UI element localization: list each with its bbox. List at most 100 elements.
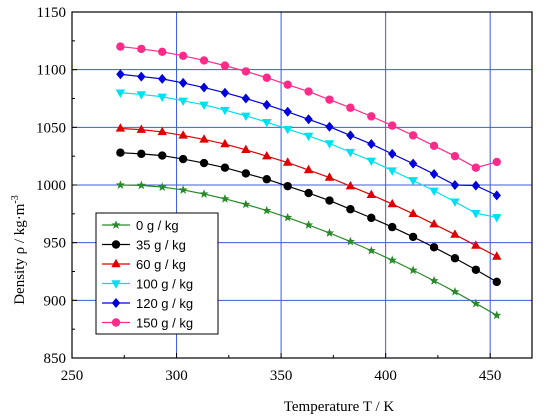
data-point [178, 77, 188, 88]
data-point [388, 148, 397, 159]
legend-entry: 0 g / kg [102, 218, 179, 233]
data-point [199, 134, 209, 143]
data-point [471, 180, 481, 191]
data-point [325, 196, 334, 205]
data-point [429, 141, 439, 150]
legend-label: 120 g / kg [136, 296, 193, 311]
data-point [116, 148, 125, 157]
data-point [366, 157, 377, 166]
data-point [304, 188, 313, 198]
data-point [471, 265, 481, 274]
data-point [158, 151, 167, 160]
data-point [304, 220, 314, 229]
data-point [429, 169, 439, 180]
data-point [324, 172, 335, 181]
data-point [116, 42, 125, 51]
data-point [492, 214, 502, 223]
data-point [450, 254, 460, 263]
legend-entry: 35 g / kg [102, 238, 186, 253]
data-point [367, 139, 376, 150]
data-point [471, 298, 481, 308]
data-point [262, 118, 272, 128]
data-point [408, 131, 418, 140]
data-point [241, 144, 251, 154]
data-point [220, 194, 230, 203]
data-point [157, 182, 167, 191]
data-point [136, 124, 147, 133]
legend-marker [111, 318, 121, 327]
data-point [450, 287, 460, 296]
data-point [282, 157, 293, 166]
data-point [303, 164, 314, 174]
data-point [450, 180, 460, 190]
x-tick-label: 350 [270, 368, 293, 384]
y-tick-label: 1000 [36, 178, 66, 194]
data-point [325, 121, 334, 132]
series-5 [116, 42, 501, 172]
x-tick-label: 450 [479, 368, 502, 384]
data-point [429, 187, 439, 196]
legend: 0 g / kg 35 g / kg 60 g / kg 100 g / kg 120 … [95, 212, 219, 335]
data-point [471, 163, 481, 172]
data-point [450, 151, 460, 161]
data-point [492, 310, 502, 320]
data-point [115, 123, 126, 132]
data-point [408, 158, 418, 169]
svg-text:Density ρ / kg·m-3: Density ρ / kg·m-3 [10, 195, 28, 305]
data-point [492, 157, 501, 167]
x-tick-label: 250 [61, 368, 84, 384]
data-point [262, 175, 271, 184]
legend-label: 35 g / kg [136, 238, 186, 253]
data-point [157, 126, 167, 136]
data-point [429, 275, 439, 285]
x-tick-label: 300 [165, 368, 188, 384]
data-point [345, 148, 356, 158]
data-point [220, 138, 230, 148]
data-point [283, 80, 292, 89]
data-point [241, 112, 251, 121]
data-point [199, 189, 209, 198]
y-tick-label: 950 [44, 236, 67, 252]
data-point [367, 213, 376, 223]
data-point [115, 180, 125, 189]
legend-label: 100 g / kg [136, 277, 193, 292]
data-point [388, 121, 397, 130]
data-point [220, 87, 230, 98]
x-tick-label: 400 [374, 368, 397, 384]
series-1 [116, 148, 501, 287]
data-point [136, 180, 146, 190]
series-4 [116, 69, 501, 201]
data-point [199, 158, 209, 168]
data-point [241, 169, 251, 178]
data-point [346, 103, 355, 112]
data-point [137, 149, 146, 159]
data-point [283, 181, 292, 191]
data-point [157, 93, 167, 102]
data-point [492, 190, 501, 201]
data-point [178, 97, 188, 107]
data-point [115, 89, 126, 98]
data-point [304, 87, 313, 96]
data-point [220, 61, 230, 70]
data-point [262, 73, 271, 82]
y-tick-label: 850 [44, 351, 67, 367]
data-point [387, 255, 397, 265]
legend-marker [111, 280, 121, 289]
data-point [408, 265, 418, 275]
data-point [346, 205, 355, 214]
series-0 [115, 180, 502, 320]
legend-marker [111, 298, 121, 308]
data-point [116, 69, 125, 80]
legend-label: 0 g / kg [136, 218, 179, 233]
data-point [178, 154, 188, 164]
data-point [471, 240, 481, 249]
data-point [387, 167, 397, 176]
legend-marker [111, 240, 121, 249]
data-point [346, 130, 355, 141]
y-tick-label: 900 [44, 293, 67, 309]
data-point [450, 229, 460, 238]
legend-label: 60 g / kg [136, 257, 186, 272]
y-tick-label: 1050 [36, 120, 66, 136]
data-point [137, 44, 146, 54]
data-point [262, 150, 272, 160]
